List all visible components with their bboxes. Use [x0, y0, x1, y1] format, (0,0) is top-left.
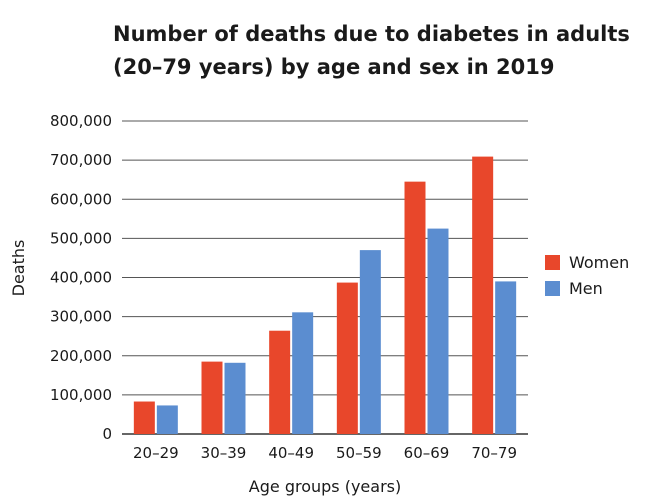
legend-swatch-women: [545, 255, 560, 270]
x-tick-label: 70–79: [471, 444, 517, 462]
x-tick-label: 30–39: [201, 444, 247, 462]
bar-men-50–59: [359, 250, 381, 434]
bar-women-50–59: [336, 282, 358, 434]
legend-swatch-men: [545, 281, 560, 296]
bar-women-70–79: [472, 156, 494, 434]
bar-women-30–39: [201, 361, 223, 434]
x-tick-label: 60–69: [404, 444, 450, 462]
x-axis-ticks: 20–29 30–39 40–49 50–59 60–69 70–79: [133, 444, 517, 462]
y-tick-label: 0: [102, 425, 112, 443]
legend-label-men: Men: [569, 279, 603, 298]
bar-men-70–79: [495, 281, 517, 434]
y-tick-label: 800,000: [50, 112, 112, 130]
gridlines: [122, 120, 528, 435]
y-tick-label: 500,000: [50, 229, 112, 247]
y-tick-label: 400,000: [50, 269, 112, 287]
bar-women-60–69: [404, 181, 426, 434]
bar-men-60–69: [427, 228, 449, 434]
y-tick-label: 700,000: [50, 151, 112, 169]
x-tick-label: 20–29: [133, 444, 179, 462]
x-tick-label: 40–49: [268, 444, 314, 462]
y-tick-label: 200,000: [50, 347, 112, 365]
legend-label-women: Women: [569, 253, 629, 272]
y-tick-label: 100,000: [50, 386, 112, 404]
y-axis-title: Deaths: [9, 240, 28, 297]
y-axis-ticks: 0 100,000 200,000 300,000 400,000 500,000 600,…: [50, 112, 112, 443]
bar-men-20–29: [156, 405, 178, 434]
chart-title: Number of deaths due to diabetes in adul…: [113, 22, 630, 79]
bars: [133, 156, 517, 434]
bar-men-40–49: [292, 312, 314, 434]
y-tick-label: 600,000: [50, 190, 112, 208]
y-tick-label: 300,000: [50, 308, 112, 326]
x-axis-title: Age groups (years): [249, 477, 401, 496]
x-tick-label: 50–59: [336, 444, 382, 462]
bar-women-20–29: [133, 401, 155, 434]
legend: Women Men: [545, 253, 629, 298]
bar-men-30–39: [224, 362, 246, 434]
bar-women-40–49: [269, 330, 291, 434]
